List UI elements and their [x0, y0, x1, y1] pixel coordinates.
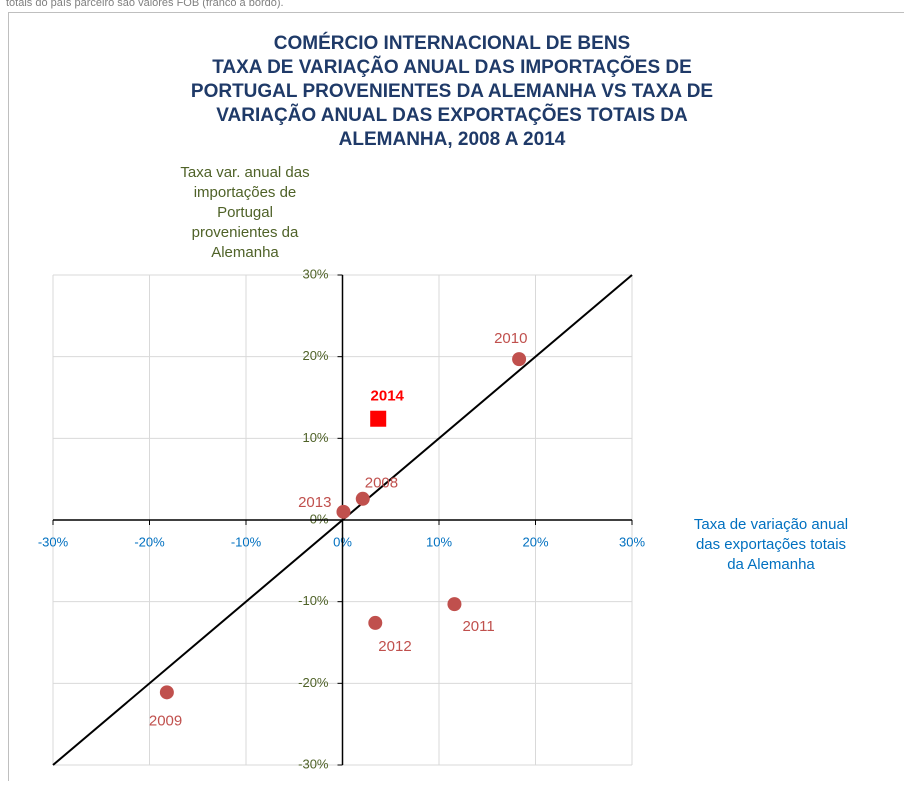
- y-axis-label: Taxa var. anual das: [180, 164, 309, 181]
- point-label: 2008: [365, 475, 398, 492]
- y-tick-label: -10%: [298, 593, 329, 608]
- y-tick-label: 20%: [302, 348, 328, 363]
- chart-frame: [9, 13, 904, 782]
- point-label: 2010: [494, 330, 527, 347]
- point-label: 2009: [149, 712, 182, 729]
- y-axis-label: Portugal: [217, 204, 273, 221]
- point: [447, 597, 461, 611]
- y-tick-label: -20%: [298, 675, 329, 690]
- chart-title: COMÉRCIO INTERNACIONAL DE BENS: [274, 32, 630, 54]
- y-tick-label: 0%: [310, 511, 329, 526]
- x-tick-label: -30%: [38, 534, 69, 549]
- x-tick-label: 20%: [522, 534, 548, 549]
- y-tick-label: -30%: [298, 756, 329, 771]
- x-tick-label: -20%: [134, 534, 165, 549]
- point: [356, 492, 370, 506]
- point: [368, 616, 382, 630]
- note: totais do país parceiro são valores FOB …: [6, 0, 284, 9]
- chart-title: VARIAÇÃO ANUAL DAS EXPORTAÇÕES TOTAIS DA: [216, 104, 688, 126]
- y-axis-label: importações de: [194, 184, 297, 201]
- chart-title: ALEMANHA, 2008 A 2014: [339, 129, 566, 150]
- x-tick-label: 30%: [619, 534, 645, 549]
- x-tick-label: -10%: [231, 534, 262, 549]
- point: [160, 685, 174, 699]
- chart-title: PORTUGAL PROVENIENTES DA ALEMANHA VS TAX…: [191, 81, 713, 102]
- y-tick-label: 30%: [302, 266, 328, 281]
- point: [336, 505, 350, 519]
- point-label: 2011: [462, 618, 494, 635]
- x-axis-label: das exportações totais: [696, 536, 846, 553]
- x-axis-label: Taxa de variação anual: [694, 516, 848, 533]
- y-tick-label: 10%: [302, 430, 328, 445]
- point-label: 2012: [378, 638, 411, 655]
- point-label: 2013: [298, 494, 331, 511]
- point-label: 2014: [371, 388, 405, 405]
- x-tick-label: 10%: [426, 534, 452, 549]
- x-axis-label: da Alemanha: [727, 556, 815, 573]
- point: [512, 352, 526, 366]
- chart-title: TAXA DE VARIAÇÃO ANUAL DAS IMPORTAÇÕES D…: [212, 56, 692, 78]
- point: [370, 411, 386, 427]
- y-axis-label: Alemanha: [211, 244, 279, 261]
- y-axis-label: provenientes da: [192, 224, 299, 241]
